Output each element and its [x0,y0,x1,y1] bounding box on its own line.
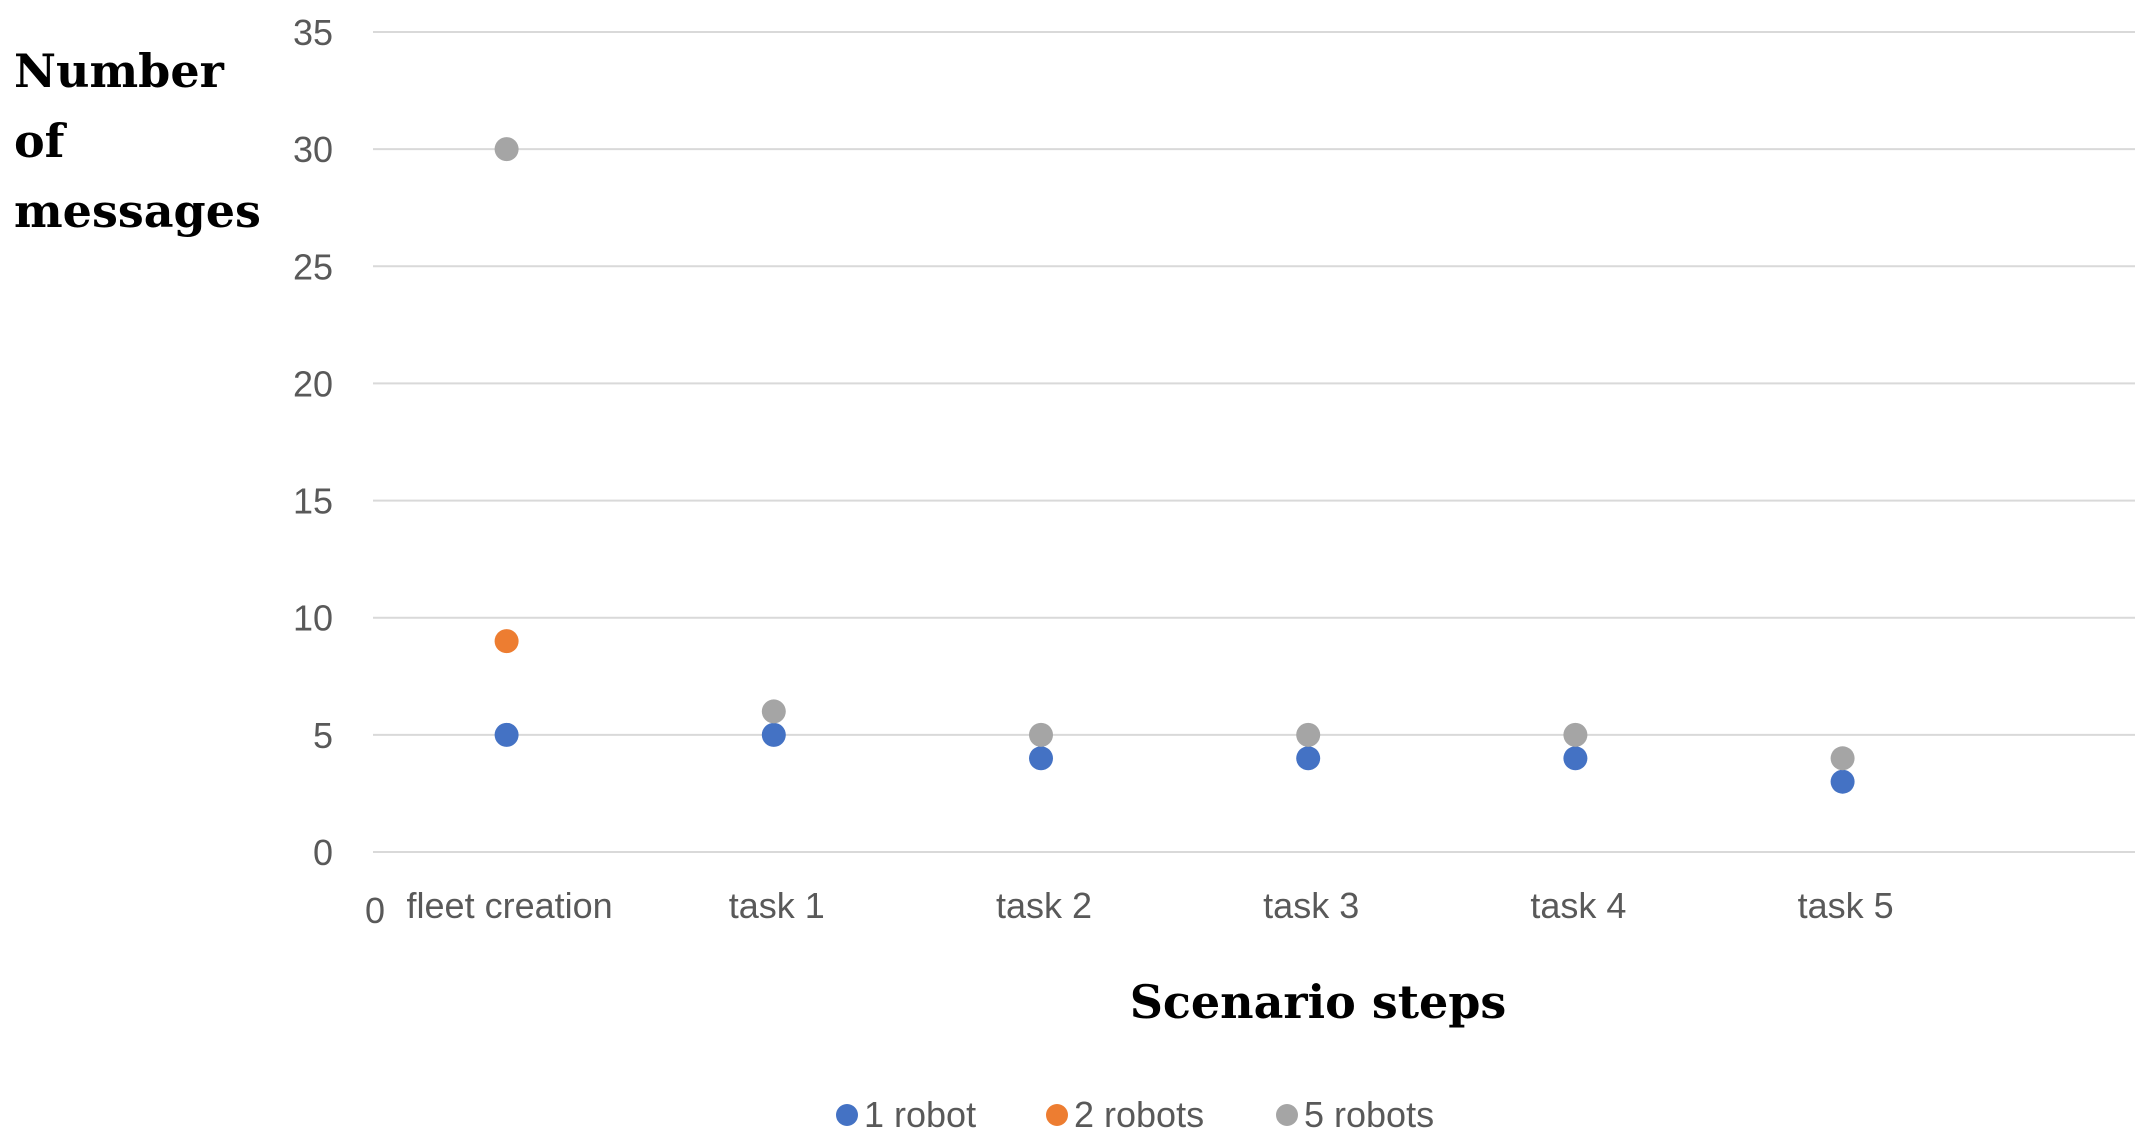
point-series-1-cat-2 [761,722,786,747]
x-tick-label-3: task 2 [996,885,1092,926]
y-tick-label-15: 15 [293,481,333,522]
legend-label-2-robots: 2 robots [1074,1094,1204,1135]
legend-marker-2-robots [1046,1104,1068,1126]
point-series-3-cat-4 [1296,722,1321,747]
point-series-1-cat-6 [1830,769,1855,794]
point-series-3-cat-3 [1029,722,1053,747]
x-axis-ticks: fleet creation task 1 task 2 task 3 task 4 ta… [407,885,1894,926]
point-series-3-cat-6 [1830,746,1855,771]
point-series-3-cat-1 [494,137,519,162]
x-tick-label-2: task 1 [729,885,825,926]
point-series-1-cat-5 [1563,746,1588,771]
y-tick-label-25: 25 [293,246,333,287]
y-tick-label-30: 30 [293,129,333,170]
x-tick-label-5: task 4 [1530,885,1626,926]
y-tick-label-20: 20 [293,363,333,404]
data-points [494,137,1855,794]
legend-label-1-robot: 1 robot [864,1094,976,1135]
y-axis-ticks: 0 5 10 15 20 25 30 35 [293,12,333,873]
x-tick-label-6: task 5 [1798,885,1894,926]
point-series-1-cat-1 [494,722,519,747]
x-tick-label-4: task 3 [1263,885,1359,926]
y-axis-label-line-2: of [14,114,68,168]
y-tick-label-10: 10 [293,598,333,639]
y-axis-label-line-1: Number [14,44,225,98]
legend: 1 robot 2 robots 5 robots [836,1094,1434,1135]
y-axis-label-line-3: messages [14,184,261,238]
legend-marker-5-robots [1276,1104,1298,1126]
x-origin-label: 0 [365,890,385,931]
legend-label-5-robots: 5 robots [1304,1094,1434,1135]
legend-marker-1-robot [836,1104,858,1126]
y-tick-label-5: 5 [313,715,333,756]
x-axis-label: Scenario steps [1130,975,1507,1029]
point-series-2-cat-1 [494,629,519,654]
point-series-3-cat-2 [761,699,786,724]
x-tick-label-1: fleet creation [407,885,613,926]
gridlines [373,31,2135,853]
point-series-1-cat-4 [1296,746,1321,771]
point-series-1-cat-3 [1029,746,1053,771]
y-tick-label-0: 0 [313,832,333,873]
point-series-3-cat-5 [1563,722,1588,747]
y-tick-label-35: 35 [293,12,333,53]
